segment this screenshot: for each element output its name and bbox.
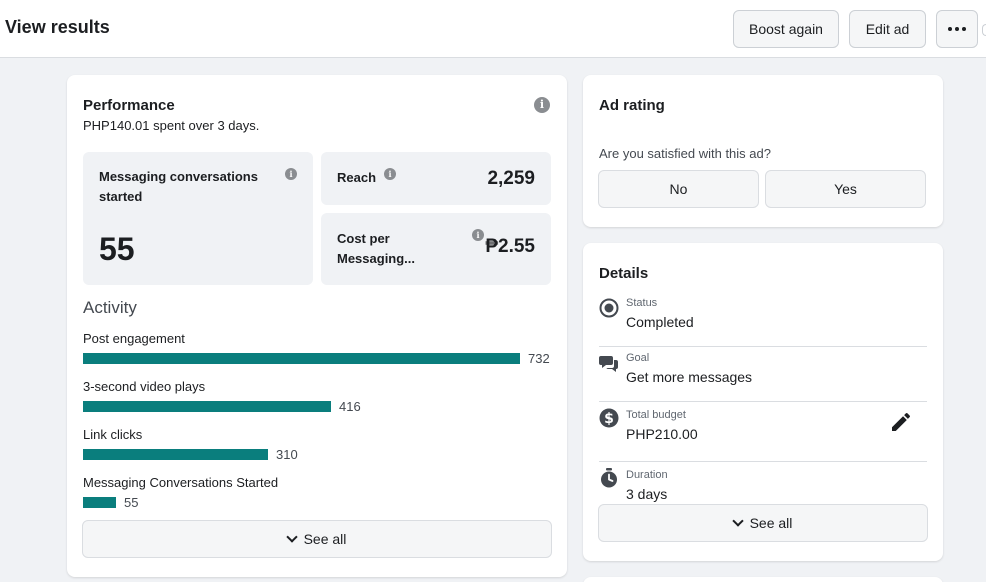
messaging-tile: Messaging conversations started i 55: [83, 152, 313, 285]
status-icon: [599, 298, 619, 318]
detail-value: Completed: [626, 314, 694, 330]
top-bar: View results Boost again Edit ad: [0, 0, 986, 58]
spent-amount: PHP140.01: [83, 118, 150, 133]
detail-row-status: Status Completed: [599, 292, 927, 347]
activity-value: 732: [528, 351, 550, 366]
detail-value: Get more messages: [626, 369, 753, 385]
detail-label: Total budget: [626, 409, 686, 421]
info-icon[interactable]: i: [285, 168, 297, 180]
details-card: Details Status Completed Goal Get more m…: [583, 243, 943, 561]
spent-days: 3 days: [217, 118, 256, 133]
reach-label: Reach: [337, 170, 377, 185]
boost-again-button[interactable]: Boost again: [733, 10, 839, 48]
chat-icon: [599, 356, 618, 372]
rating-yes-button[interactable]: Yes: [765, 170, 926, 208]
stopwatch-icon: [601, 468, 617, 488]
activity-see-all-button[interactable]: See all: [82, 520, 552, 558]
activity-bar: [83, 353, 520, 364]
edit-ad-button[interactable]: Edit ad: [849, 10, 926, 48]
performance-card: Performance i PHP140.01 spent over 3 day…: [67, 75, 567, 577]
detail-row-goal: Goal Get more messages: [599, 347, 927, 402]
page-title: View results: [5, 17, 110, 37]
detail-label: Goal: [626, 352, 650, 364]
activity-label: 3-second video plays: [83, 379, 206, 394]
see-all-label: See all: [749, 515, 793, 531]
detail-label: Status: [626, 297, 658, 309]
activity-bar: [83, 449, 268, 460]
detail-value: 3 days: [626, 486, 668, 502]
detail-row-budget: $ Total budget PHP210.00: [599, 402, 927, 462]
dollar-icon: $: [599, 408, 619, 428]
rating-question: Are you satisfied with this ad?: [599, 146, 771, 161]
cost-label: Cost per Messaging...: [337, 229, 415, 269]
rating-no-button[interactable]: No: [598, 170, 759, 208]
activity-label: Messaging Conversations Started: [83, 475, 279, 490]
edit-budget-pencil-icon[interactable]: [889, 410, 913, 434]
details-see-all-button[interactable]: See all: [598, 504, 928, 542]
more-icon: [948, 27, 966, 31]
performance-title: Performance: [83, 97, 175, 114]
info-icon[interactable]: i: [472, 229, 484, 241]
cost-label-line2: Messaging...: [337, 251, 416, 266]
messaging-value: 55: [99, 231, 135, 267]
detail-row-duration: Duration 3 days: [599, 462, 927, 517]
ad-rating-card: Ad rating Are you satisfied with this ad…: [583, 75, 943, 227]
cost-label-line1: Cost per: [337, 231, 390, 246]
ad-rating-title: Ad rating: [599, 97, 665, 114]
activity-label: Link clicks: [83, 427, 143, 442]
activity-bar: [83, 401, 331, 412]
offscreen-button-edge[interactable]: [982, 24, 986, 36]
svg-text:$: $: [604, 411, 614, 427]
activity-bar: [83, 497, 116, 508]
next-card-top-edge: [583, 577, 943, 582]
info-icon[interactable]: i: [384, 168, 396, 180]
activity-value: 416: [339, 399, 361, 414]
reach-value: 2,259: [487, 168, 535, 189]
cost-per-messaging-tile: Cost per Messaging... i ₱2.55: [321, 213, 551, 285]
reach-tile: Reach i 2,259: [321, 152, 551, 205]
cost-value: ₱2.55: [485, 236, 535, 257]
detail-value: PHP210.00: [626, 426, 698, 442]
spent-middle: spent over: [149, 118, 218, 133]
spent-summary: PHP140.01 spent over 3 days.: [83, 118, 259, 133]
more-options-button[interactable]: [936, 10, 978, 48]
activity-value: 55: [124, 495, 139, 510]
details-title: Details: [599, 265, 649, 282]
detail-label: Duration: [626, 469, 668, 481]
activity-value: 310: [276, 447, 298, 462]
messaging-label: Messaging conversations started: [99, 169, 258, 204]
activity-title: Activity: [83, 298, 137, 317]
spent-end: .: [255, 118, 260, 133]
chevron-down-icon: [731, 515, 744, 527]
activity-label: Post engagement: [83, 331, 185, 346]
info-icon[interactable]: i: [534, 97, 550, 113]
see-all-label: See all: [303, 531, 347, 547]
chevron-down-icon: [285, 531, 298, 543]
